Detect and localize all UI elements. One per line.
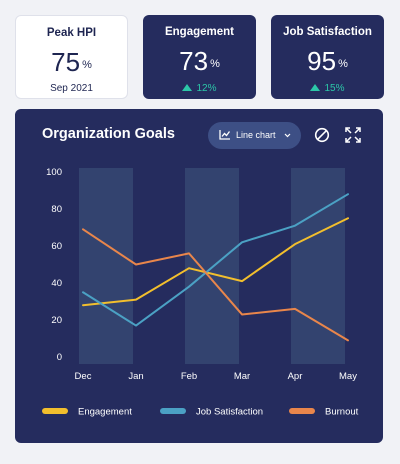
y-tick-label: 40 [51, 278, 62, 289]
peak-hpi-card: Peak HPI 75% Sep 2021 [15, 15, 128, 99]
y-tick-label: 0 [57, 352, 62, 363]
engagement-number: 73 [179, 46, 209, 76]
legend-label: Burnout [325, 407, 359, 418]
chevron-down-icon [284, 133, 291, 138]
x-tick-label: Dec [75, 371, 92, 382]
peak-hpi-title: Peak HPI [46, 27, 97, 39]
chart-type-label: Line chart [236, 130, 276, 140]
engagement-delta-value: 12% [196, 83, 217, 94]
legend-label: Engagement [78, 407, 132, 418]
job-satisfaction-card: Job Satisfaction 95% 15% [271, 15, 384, 99]
y-tick-label: 80 [51, 204, 62, 215]
y-tick-label: 60 [51, 241, 62, 252]
panel-title: Organization Goals [42, 126, 175, 142]
engagement-title: Engagement [164, 26, 234, 38]
peak-hpi-unit: % [82, 59, 92, 71]
line-chart-icon [219, 130, 231, 140]
chart-type-dropdown[interactable]: Line chart [208, 122, 301, 149]
job-satisfaction-value: 95% [271, 45, 384, 77]
expand-icon[interactable] [345, 127, 361, 143]
category-band [79, 168, 133, 364]
series-line-engagement [82, 217, 349, 307]
peak-hpi-date: Sep 2021 [50, 83, 93, 94]
engagement-unit: % [210, 58, 220, 70]
engagement-card: Engagement 73% 12% [143, 15, 256, 99]
engagement-value: 73% [143, 45, 256, 77]
x-tick-label: Mar [234, 371, 250, 382]
engagement-delta: 12% [143, 83, 256, 94]
arrow-up-icon [310, 84, 321, 91]
series-line-job-satisfaction [82, 193, 349, 327]
legend-label: Job Satisfaction [196, 407, 263, 418]
organization-goals-panel: Organization Goals Line chart 0 20 40 60 80 1… [15, 109, 383, 443]
x-tick-label: Apr [288, 371, 303, 382]
series-line-burnout [82, 228, 349, 342]
x-tick-label: May [339, 371, 357, 382]
category-band [185, 168, 239, 364]
job-satisfaction-delta-value: 15% [324, 83, 345, 94]
block-icon[interactable] [314, 127, 330, 143]
job-satisfaction-unit: % [338, 58, 348, 70]
arrow-up-icon [182, 84, 193, 91]
job-satisfaction-delta: 15% [271, 83, 384, 94]
y-tick-label: 20 [51, 315, 62, 326]
job-satisfaction-number: 95 [307, 46, 337, 76]
line-chart: 0 20 40 60 80 100 Dec Jan Feb Mar Apr May Engagement… [42, 167, 359, 418]
y-tick-label: 100 [46, 167, 62, 178]
x-tick-label: Feb [181, 371, 197, 382]
job-satisfaction-title: Job Satisfaction [283, 26, 372, 38]
peak-hpi-value: 75% [16, 46, 127, 78]
peak-hpi-number: 75 [51, 47, 81, 77]
x-tick-label: Jan [128, 371, 143, 382]
